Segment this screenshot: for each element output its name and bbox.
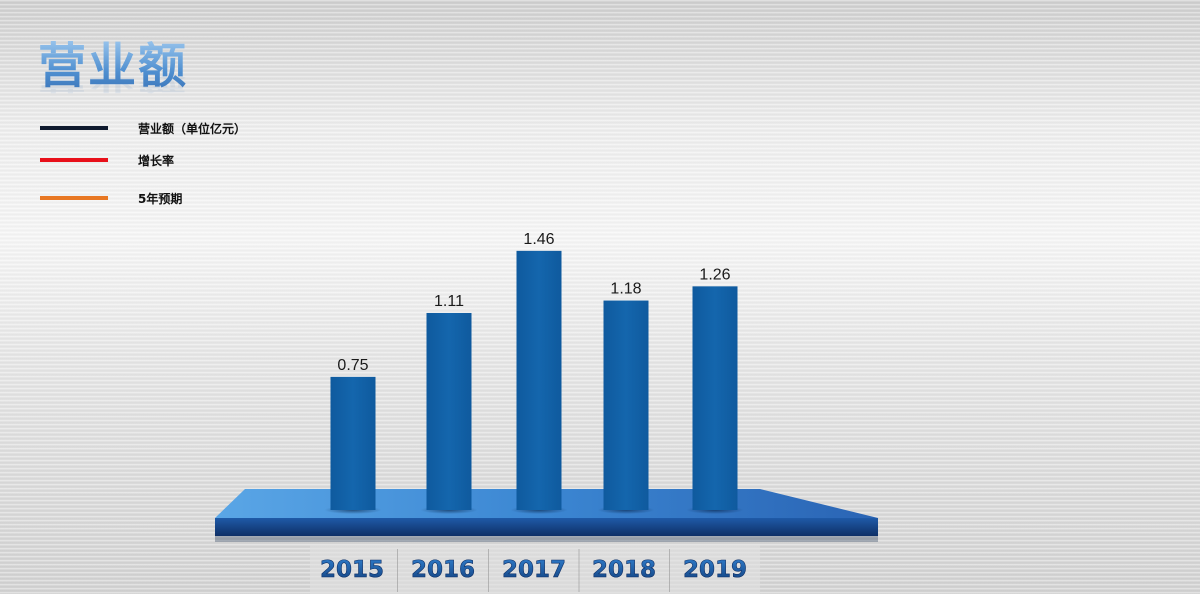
legend-swatch-forecast xyxy=(40,196,108,200)
bar-2015 xyxy=(330,376,376,510)
legend-label-forecast: 5年预期 xyxy=(138,192,183,206)
legend-swatch-growth xyxy=(40,158,108,162)
data-label-2015: 0.75 xyxy=(337,357,368,374)
legend-item-growth: 增长率 xyxy=(40,150,340,172)
data-label-2019: 1.26 xyxy=(699,266,730,283)
x-tick-label-2015: 2015 xyxy=(320,557,384,583)
platform-front xyxy=(215,518,878,536)
page-title: 营业额 xyxy=(38,38,189,94)
x-tick-label-2019: 2019 xyxy=(683,557,747,583)
legend-item-forecast: 5年预期 xyxy=(40,188,340,210)
year-strip-background xyxy=(310,545,760,594)
bar-2019 xyxy=(692,286,738,510)
x-tick-label-2016: 2016 xyxy=(411,557,475,583)
bars xyxy=(324,250,744,514)
legend: 营业额（单位亿元） 增长率 5年预期 xyxy=(40,118,340,206)
x-tick-labels: 2015 2016 2017 2018 2019 xyxy=(320,549,747,592)
bar-2017 xyxy=(516,250,562,510)
bar-2018 xyxy=(603,300,649,510)
data-label-2018: 1.18 xyxy=(610,281,641,298)
legend-label-growth: 增长率 xyxy=(138,154,175,168)
legend-swatch-revenue xyxy=(40,126,108,130)
year-strip xyxy=(310,545,760,594)
data-label-2017: 1.46 xyxy=(523,231,554,248)
legend-label-revenue: 营业额（单位亿元） xyxy=(138,122,247,136)
platform-base-shadow xyxy=(215,536,878,542)
legend-item-revenue: 营业额（单位亿元） xyxy=(40,118,340,140)
bar-2016 xyxy=(426,312,472,510)
data-labels: 0.75 1.11 1.46 1.18 1.26 xyxy=(337,231,730,374)
x-tick-label-2018: 2018 xyxy=(592,557,656,583)
data-label-2016: 1.11 xyxy=(434,293,464,310)
x-tick-label-2017: 2017 xyxy=(502,557,566,583)
